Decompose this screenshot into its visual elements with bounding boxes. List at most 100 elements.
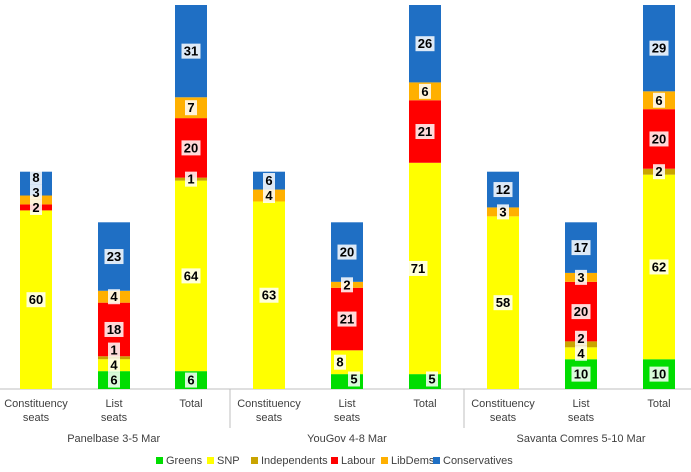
legend-swatch-greens	[156, 457, 163, 464]
tick-label-panelbase-3-5-mar-total: Total	[179, 398, 202, 410]
data-label-yougov-4-8-mar-constituency-seats-libdems-box	[263, 188, 275, 204]
data-label-savanta-comres-5-10-mar-list-seats-snp: 4	[577, 346, 585, 361]
tick-label-panelbase-3-5-mar-constituency-seats-2: seats	[23, 412, 50, 424]
tick-label-yougov-4-8-mar-constituency-seats-1: Constituency	[237, 398, 301, 410]
group-label-panelbase-3-5-mar: Panelbase 3-5 Mar	[67, 433, 160, 445]
data-label-panelbase-3-5-mar-constituency-seats-labour-box	[30, 199, 42, 215]
data-label-savanta-comres-5-10-mar-list-seats-independents: 2	[577, 331, 584, 346]
data-label-yougov-4-8-mar-total-greens-box	[426, 371, 438, 387]
tick-label-savanta-comres-5-10-mar-total: Total	[647, 398, 670, 410]
legend-label-independents: Independents	[261, 455, 328, 467]
tick-label-yougov-4-8-mar-list-seats-1: List	[338, 398, 355, 410]
data-label-panelbase-3-5-mar-total-independents: 1	[187, 172, 194, 187]
data-label-savanta-comres-5-10-mar-list-seats-conservatives-box	[571, 240, 591, 256]
data-label-yougov-4-8-mar-list-seats-libdems-box	[341, 277, 353, 293]
data-label-panelbase-3-5-mar-list-seats-independents: 1	[110, 343, 117, 358]
legend-label-labour: Labour	[341, 455, 376, 467]
data-label-panelbase-3-5-mar-list-seats-snp-box	[108, 357, 120, 373]
data-label-yougov-4-8-mar-list-seats-libdems: 2	[343, 277, 350, 292]
data-label-yougov-4-8-mar-total-conservatives: 26	[418, 36, 432, 51]
data-label-panelbase-3-5-mar-list-seats-labour-box	[104, 321, 124, 337]
group-label-yougov-4-8-mar: YouGov 4-8 Mar	[307, 433, 387, 445]
data-label-savanta-comres-5-10-mar-list-seats-labour-box	[571, 304, 591, 320]
data-label-savanta-comres-5-10-mar-list-seats-independents-box	[575, 330, 587, 346]
data-label-savanta-comres-5-10-mar-total-snp: 62	[652, 259, 666, 274]
data-label-yougov-4-8-mar-total-labour-box	[415, 124, 435, 140]
data-label-panelbase-3-5-mar-total-greens: 6	[187, 373, 194, 388]
data-label-panelbase-3-5-mar-total-labour: 20	[184, 140, 198, 155]
data-label-panelbase-3-5-mar-total-libdems-box	[185, 100, 197, 116]
legend-swatch-libdems	[381, 457, 388, 464]
legend-label-conservatives: Conservatives	[443, 455, 513, 467]
tick-label-yougov-4-8-mar-constituency-seats-2: seats	[256, 412, 283, 424]
data-label-savanta-comres-5-10-mar-list-seats-labour: 20	[574, 304, 588, 319]
data-label-yougov-4-8-mar-list-seats-snp-box	[334, 354, 346, 370]
data-label-panelbase-3-5-mar-list-seats-libdems: 4	[110, 289, 118, 304]
tick-label-yougov-4-8-mar-list-seats-2: seats	[334, 412, 361, 424]
data-label-yougov-4-8-mar-constituency-seats-snp: 63	[262, 288, 276, 303]
tick-label-savanta-comres-5-10-mar-list-seats-1: List	[572, 398, 589, 410]
legend-label-libdems: LibDems	[391, 455, 435, 467]
data-label-panelbase-3-5-mar-total-conservatives: 31	[184, 44, 198, 59]
data-label-savanta-comres-5-10-mar-total-labour-box	[649, 131, 669, 147]
data-label-yougov-4-8-mar-list-seats-labour-box	[337, 311, 357, 327]
data-label-savanta-comres-5-10-mar-total-conservatives: 29	[652, 41, 666, 56]
data-label-yougov-4-8-mar-total-libdems-box	[419, 83, 431, 99]
data-label-yougov-4-8-mar-total-conservatives-box	[415, 36, 435, 52]
data-label-savanta-comres-5-10-mar-total-labour: 20	[652, 131, 666, 146]
data-label-panelbase-3-5-mar-total-snp: 64	[184, 268, 199, 283]
data-label-panelbase-3-5-mar-list-seats-conservatives-box	[104, 249, 124, 265]
data-label-panelbase-3-5-mar-total-snp-box	[181, 268, 201, 284]
data-label-yougov-4-8-mar-total-libdems: 6	[421, 84, 428, 99]
data-label-panelbase-3-5-mar-constituency-seats-snp: 60	[29, 292, 43, 307]
data-label-savanta-comres-5-10-mar-total-snp-box	[649, 259, 669, 275]
data-label-savanta-comres-5-10-mar-list-seats-greens-box	[571, 366, 591, 382]
data-label-yougov-4-8-mar-constituency-seats-conservatives-box	[263, 173, 275, 189]
data-label-panelbase-3-5-mar-constituency-seats-snp-box	[26, 292, 46, 308]
data-label-panelbase-3-5-mar-total-labour-box	[181, 140, 201, 156]
data-label-yougov-4-8-mar-list-seats-conservatives: 20	[340, 245, 354, 260]
data-label-savanta-comres-5-10-mar-constituency-seats-snp-box	[493, 295, 513, 311]
data-label-yougov-4-8-mar-list-seats-greens: 5	[350, 372, 357, 387]
data-label-savanta-comres-5-10-mar-constituency-seats-libdems: 3	[499, 204, 506, 219]
data-label-savanta-comres-5-10-mar-total-independents-box	[653, 164, 665, 180]
data-label-panelbase-3-5-mar-list-seats-greens: 6	[110, 373, 117, 388]
data-label-savanta-comres-5-10-mar-constituency-seats-snp: 58	[496, 295, 510, 310]
data-label-panelbase-3-5-mar-constituency-seats-conservatives-box	[30, 169, 42, 185]
data-label-savanta-comres-5-10-mar-total-independents: 2	[655, 164, 662, 179]
data-label-panelbase-3-5-mar-total-greens-box	[185, 372, 197, 388]
data-label-yougov-4-8-mar-list-seats-conservatives-box	[337, 244, 357, 260]
data-label-panelbase-3-5-mar-list-seats-conservatives: 23	[107, 249, 121, 264]
data-label-panelbase-3-5-mar-list-seats-greens-box	[108, 372, 120, 388]
data-label-savanta-comres-5-10-mar-total-libdems: 6	[655, 93, 662, 108]
tick-label-savanta-comres-5-10-mar-constituency-seats-2: seats	[490, 412, 517, 424]
data-label-panelbase-3-5-mar-total-conservatives-box	[181, 43, 201, 59]
legend-label-greens: Greens	[166, 455, 203, 467]
legend-swatch-snp	[207, 457, 214, 464]
legend-swatch-independents	[251, 457, 258, 464]
legend-swatch-conservatives	[433, 457, 440, 464]
tick-label-yougov-4-8-mar-total: Total	[413, 398, 436, 410]
data-label-panelbase-3-5-mar-constituency-seats-libdems-box	[30, 184, 42, 200]
data-label-panelbase-3-5-mar-list-seats-libdems-box	[108, 289, 120, 305]
data-label-savanta-comres-5-10-mar-total-greens-box	[649, 366, 669, 382]
data-label-yougov-4-8-mar-constituency-seats-libdems: 4	[265, 188, 273, 203]
data-label-yougov-4-8-mar-total-snp: 71	[411, 261, 425, 276]
data-label-savanta-comres-5-10-mar-constituency-seats-conservatives: 12	[496, 182, 510, 197]
data-label-savanta-comres-5-10-mar-list-seats-libdems: 3	[577, 270, 584, 285]
data-label-panelbase-3-5-mar-list-seats-snp: 4	[110, 358, 118, 373]
tick-label-savanta-comres-5-10-mar-constituency-seats-1: Constituency	[471, 398, 535, 410]
data-label-savanta-comres-5-10-mar-total-libdems-box	[653, 92, 665, 108]
data-label-savanta-comres-5-10-mar-list-seats-snp-box	[575, 345, 587, 361]
tick-label-panelbase-3-5-mar-list-seats-1: List	[105, 398, 122, 410]
data-label-yougov-4-8-mar-total-greens: 5	[428, 372, 435, 387]
data-label-yougov-4-8-mar-list-seats-labour: 21	[340, 312, 354, 327]
legend-swatch-labour	[331, 457, 338, 464]
tick-label-savanta-comres-5-10-mar-list-seats-2: seats	[568, 412, 595, 424]
data-label-panelbase-3-5-mar-list-seats-independents-box	[108, 342, 120, 358]
data-label-savanta-comres-5-10-mar-total-conservatives-box	[649, 40, 669, 56]
data-label-savanta-comres-5-10-mar-constituency-seats-conservatives-box	[493, 182, 513, 198]
data-label-panelbase-3-5-mar-total-independents-box	[185, 171, 197, 187]
data-label-yougov-4-8-mar-total-labour: 21	[418, 124, 432, 139]
